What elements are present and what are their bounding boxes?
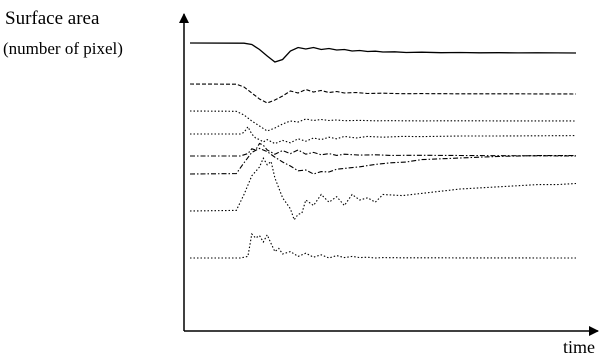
series-line-7 [189,156,577,221]
series-line-1 [189,42,577,63]
series-line-5 [190,142,577,157]
series-line-4 [190,125,577,145]
series-layer [189,42,577,259]
series-line-8 [190,232,576,259]
series-line-2 [189,83,577,104]
y-axis-label-line2: (number of pixel) [3,39,123,58]
series-line-6 [189,147,576,175]
x-axis-label: time [563,337,595,357]
y-axis-label-line1: Surface area [5,8,100,29]
series-line-3 [189,110,577,132]
